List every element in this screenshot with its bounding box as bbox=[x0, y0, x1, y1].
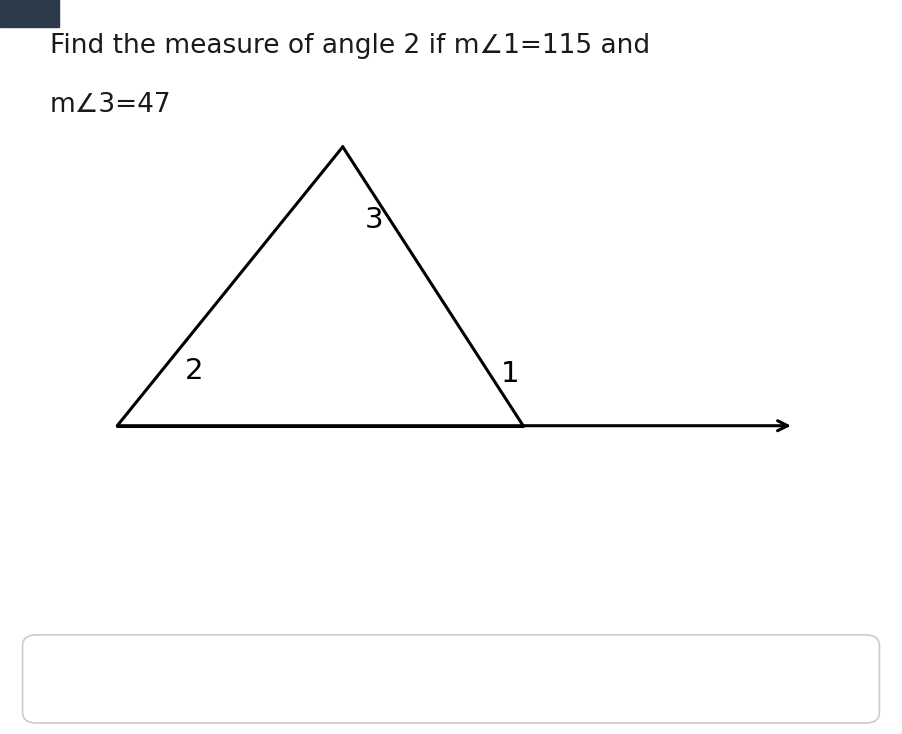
FancyBboxPatch shape bbox=[23, 635, 879, 723]
Text: Type your answer...: Type your answer... bbox=[59, 667, 287, 691]
Text: 1: 1 bbox=[501, 360, 519, 388]
Bar bbox=[0, 0, 59, 27]
Text: 2: 2 bbox=[185, 357, 203, 385]
Text: Find the measure of angle 2 if m∠1=115 and: Find the measure of angle 2 if m∠1=115 a… bbox=[50, 33, 649, 59]
Text: 3: 3 bbox=[365, 206, 383, 234]
Text: m∠3=47: m∠3=47 bbox=[50, 92, 171, 117]
